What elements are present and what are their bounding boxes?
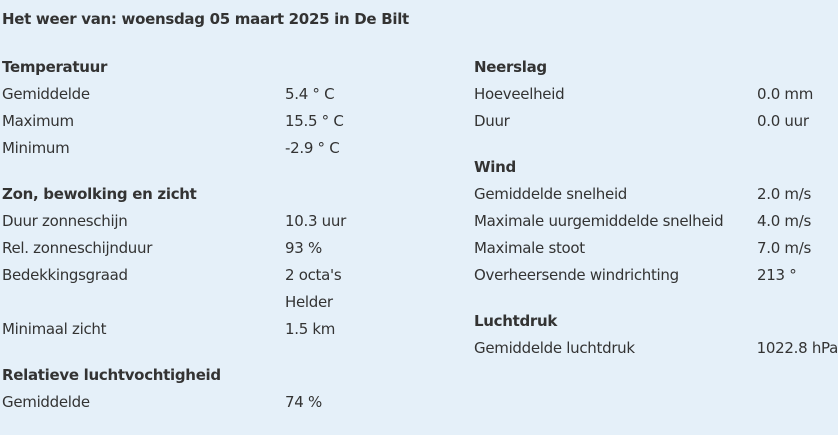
right-column: Neerslag Hoeveelheid 0.0 mm Duur 0.0 uur Wind… xyxy=(474,54,838,381)
data-row: Gemiddelde luchtdruk 1022.8 hPa xyxy=(474,335,838,362)
data-row: Bedekkingsgraad 2 octa's xyxy=(2,262,462,289)
row-label: Maximum xyxy=(2,112,74,130)
row-label: Gemiddelde snelheid xyxy=(474,185,628,203)
data-row: Maximale uurgemiddelde snelheid 4.0 m/s xyxy=(474,208,838,235)
section-heading: Luchtdruk xyxy=(474,312,558,330)
row-value: 1.5 km xyxy=(285,320,336,338)
data-row: Helder xyxy=(2,289,462,316)
row-value: 15.5 ° C xyxy=(285,112,344,130)
weather-section: Luchtdruk Gemiddelde luchtdruk 1022.8 hPa xyxy=(474,308,838,362)
row-value: 213 ° xyxy=(757,266,797,284)
section-heading: Temperatuur xyxy=(2,58,108,76)
row-value: 10.3 uur xyxy=(285,212,346,230)
weather-section: Wind Gemiddelde snelheid 2.0 m/s Maximale u… xyxy=(474,154,838,289)
row-value: 2 octa's xyxy=(285,266,342,284)
row-value: 1022.8 hPa xyxy=(756,339,838,357)
data-row: Duur 0.0 uur xyxy=(474,108,838,135)
row-value: Helder xyxy=(285,293,333,311)
row-label: Gemiddelde xyxy=(2,85,90,103)
section-heading: Neerslag xyxy=(474,58,547,76)
weather-section: Zon, bewolking en zicht Duur zonneschijn 1… xyxy=(2,181,462,343)
row-label: Bedekkingsgraad xyxy=(2,266,128,284)
row-label: Rel. zonneschijnduur xyxy=(2,239,153,257)
row-label: Overheersende windrichting xyxy=(474,266,679,284)
row-label: Gemiddelde luchtdruk xyxy=(474,339,635,357)
left-column: Temperatuur Gemiddelde 5.4 ° C Maximum 15.5 … xyxy=(2,54,462,435)
row-value: 5.4 ° C xyxy=(285,85,335,103)
data-row: Minimum -2.9 ° C xyxy=(2,135,462,162)
row-value: 2.0 m/s xyxy=(757,185,812,203)
row-value: 0.0 uur xyxy=(757,112,809,130)
row-value: 7.0 m/s xyxy=(757,239,812,257)
row-value: 4.0 m/s xyxy=(757,212,812,230)
page-title: Het weer van: woensdag 05 maart 2025 in … xyxy=(2,10,409,28)
row-label: Minimum xyxy=(2,139,70,157)
row-label xyxy=(2,289,285,316)
weather-section: Temperatuur Gemiddelde 5.4 ° C Maximum 15.5 … xyxy=(2,54,462,162)
weather-section: Relatieve luchtvochtigheid Gemiddelde 74 % xyxy=(2,362,462,416)
data-row: Overheersende windrichting 213 ° xyxy=(474,262,838,289)
row-label: Minimaal zicht xyxy=(2,320,107,338)
data-row: Maximale stoot 7.0 m/s xyxy=(474,235,838,262)
data-row: Duur zonneschijn 10.3 uur xyxy=(2,208,462,235)
data-row: Hoeveelheid 0.0 mm xyxy=(474,81,838,108)
row-value: 93 % xyxy=(285,239,322,257)
data-row: Gemiddelde snelheid 2.0 m/s xyxy=(474,181,838,208)
row-label: Duur xyxy=(474,112,510,130)
section-heading: Wind xyxy=(474,158,516,176)
section-heading: Zon, bewolking en zicht xyxy=(2,185,197,203)
row-label: Duur zonneschijn xyxy=(2,212,128,230)
row-value: 0.0 mm xyxy=(757,85,814,103)
data-row: Gemiddelde 5.4 ° C xyxy=(2,81,462,108)
row-label: Gemiddelde xyxy=(2,393,90,411)
data-row: Minimaal zicht 1.5 km xyxy=(2,316,462,343)
data-row: Rel. zonneschijnduur 93 % xyxy=(2,235,462,262)
data-row: Maximum 15.5 ° C xyxy=(2,108,462,135)
row-label: Hoeveelheid xyxy=(474,85,565,103)
row-label: Maximale uurgemiddelde snelheid xyxy=(474,212,724,230)
row-label: Maximale stoot xyxy=(474,239,585,257)
row-value: 74 % xyxy=(285,393,322,411)
data-row: Gemiddelde 74 % xyxy=(2,389,462,416)
weather-section: Neerslag Hoeveelheid 0.0 mm Duur 0.0 uur xyxy=(474,54,838,135)
row-value: -2.9 ° C xyxy=(285,139,340,157)
section-heading: Relatieve luchtvochtigheid xyxy=(2,366,221,384)
